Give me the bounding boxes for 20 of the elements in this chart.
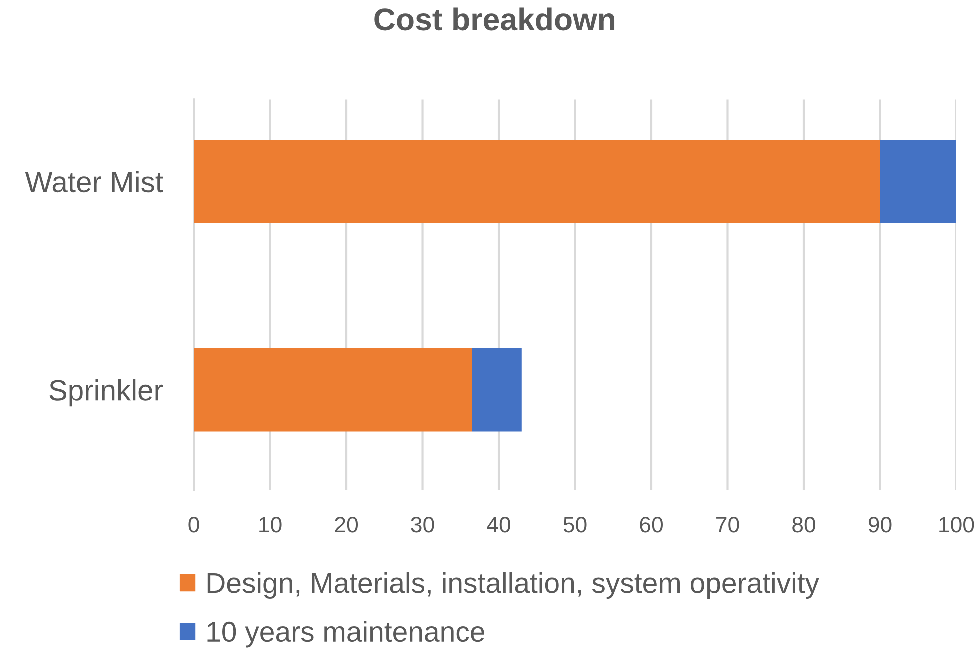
x-tick-label: 70 [716, 517, 740, 533]
x-tick-label: 10 [260, 517, 282, 533]
chart-title: Cost breakdown [374, 8, 615, 31]
bar [194, 348, 472, 432]
x-tick-label: 40 [487, 517, 511, 533]
bar [194, 140, 880, 224]
x-tick-label: 20 [335, 517, 358, 533]
x-tick-label: 60 [640, 517, 663, 533]
bar [472, 348, 522, 432]
legend-label: Design, Materials, installation, system operativity [208, 572, 820, 599]
y-tick-label: Sprinkler [50, 379, 164, 407]
x-tick-label: 80 [792, 517, 816, 533]
x-tick-label: 30 [411, 517, 434, 533]
x-tick-label: 100 [940, 517, 974, 533]
x-tick-label: 90 [868, 517, 892, 533]
legend-label: 10 years maintenance [208, 621, 484, 648]
x-tick-label: 50 [564, 517, 587, 533]
y-tick-label: Water Mist [25, 171, 164, 193]
bar [880, 140, 956, 224]
x-tick-label: 0 [188, 517, 200, 533]
